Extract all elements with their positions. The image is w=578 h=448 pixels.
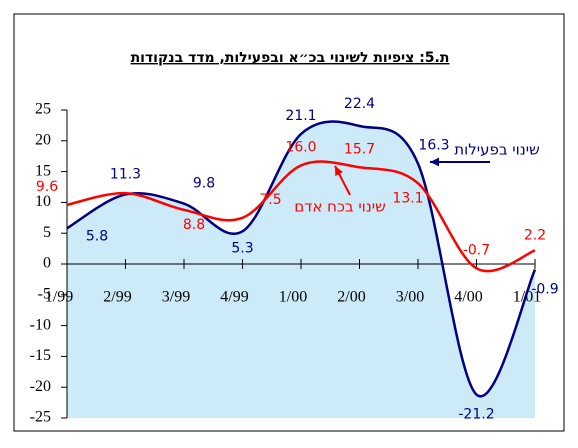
series-label: שינוי בכח אדם bbox=[294, 198, 386, 216]
y-tick-label: -5 bbox=[38, 285, 51, 302]
chart-title: ת.5: ציפיות לשינוי בכ״א ובפעילות, מדד בנ… bbox=[131, 50, 450, 66]
area bbox=[67, 121, 535, 418]
data-label: 5.8 bbox=[86, 228, 108, 244]
y-tick-label: -15 bbox=[30, 347, 51, 364]
y-tick-label: 5 bbox=[43, 224, 51, 241]
x-tick-label: 3/99 bbox=[162, 289, 190, 306]
data-label: 8.8 bbox=[183, 217, 205, 233]
data-label: 5.3 bbox=[231, 240, 253, 256]
data-label: -0.9 bbox=[531, 282, 558, 298]
data-label: -0.7 bbox=[463, 242, 490, 258]
x-tick-label: 2/99 bbox=[103, 289, 131, 306]
line bbox=[66, 160, 536, 273]
y-tick-label: 25 bbox=[35, 101, 51, 118]
y-tick-label: -25 bbox=[30, 409, 51, 426]
y-tick-label: 20 bbox=[35, 131, 51, 148]
y-tick-label: 0 bbox=[43, 255, 51, 272]
x-tick-label: 1/00 bbox=[279, 289, 307, 306]
data-label: 16.0 bbox=[285, 139, 316, 155]
data-label: 2.2 bbox=[524, 227, 546, 243]
x-tick-label: 4/99 bbox=[220, 289, 248, 306]
x-tick-label: 3/00 bbox=[396, 289, 424, 306]
data-label: 21.1 bbox=[285, 108, 316, 124]
data-label: 15.7 bbox=[344, 141, 375, 157]
data-label: -21.2 bbox=[458, 407, 494, 423]
x-tick-label: 1/01 bbox=[513, 289, 541, 306]
data-label: 11.3 bbox=[110, 166, 141, 182]
y-tick-label: 10 bbox=[35, 193, 51, 210]
arrow-head bbox=[430, 157, 440, 167]
line bbox=[66, 120, 537, 398]
data-label: 22.4 bbox=[344, 96, 375, 112]
x-tick-label: 4/00 bbox=[454, 289, 482, 306]
data-label: 16.3 bbox=[418, 138, 449, 154]
arrow-head bbox=[335, 166, 344, 176]
series-label: שינוי בפעילות bbox=[454, 141, 539, 159]
y-tick-label: -10 bbox=[30, 316, 51, 333]
data-label: 9.8 bbox=[193, 176, 215, 192]
data-label: 13.1 bbox=[392, 190, 423, 206]
data-label: 7.5 bbox=[259, 192, 281, 208]
x-tick-label: 1/99 bbox=[45, 289, 73, 306]
data-label: 9.6 bbox=[36, 179, 58, 195]
x-tick-label: 2/00 bbox=[337, 289, 365, 306]
y-tick-label: -20 bbox=[30, 378, 51, 395]
y-tick-label: 15 bbox=[35, 162, 51, 179]
